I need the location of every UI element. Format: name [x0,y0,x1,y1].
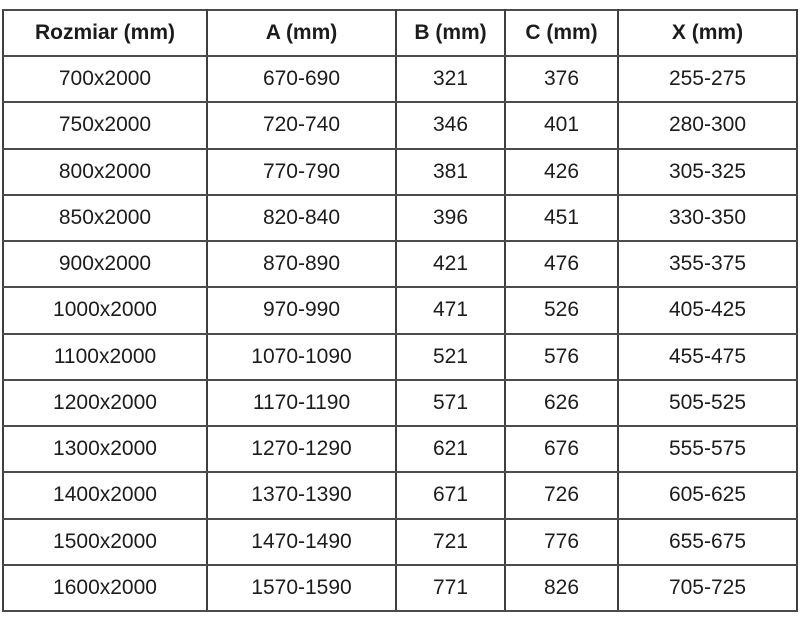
table-cell: 1170-1190 [206,378,397,428]
table-cell: 1570-1590 [206,563,397,613]
table-cell: 426 [504,147,619,196]
table-cell: 1200x2000 [2,378,208,428]
table-cell: 555-575 [617,424,798,474]
table-cell: 376 [504,54,619,104]
table-cell: 671 [395,471,506,520]
table-cell: 381 [395,147,506,196]
column-header: B (mm) [395,9,506,57]
table-cell: 850x2000 [2,193,208,243]
table-cell: 870-890 [206,239,397,289]
table-cell: 305-325 [617,147,798,196]
table-cell: 800x2000 [2,147,208,196]
table-row: 1500x2000 1470-1490 721 776 655-675 [2,517,798,566]
size-table-container: Rozmiar (mm) A (mm) B (mm) C (mm) X (mm) 700… [2,9,798,613]
column-header: X (mm) [617,9,798,57]
table-cell: 1370-1390 [206,471,397,520]
table-row: 850x2000 820-840 396 451 330-350 [2,193,798,243]
table-cell: 346 [395,101,506,150]
table-cell: 1270-1290 [206,424,397,474]
table-cell: 720-740 [206,101,397,150]
table-cell: 770-790 [206,147,397,196]
table-cell: 721 [395,517,506,566]
table-cell: 405-425 [617,286,798,335]
size-table: Rozmiar (mm) A (mm) B (mm) C (mm) X (mm) 700… [2,9,798,613]
table-cell: 1600x2000 [2,563,208,613]
table-cell: 605-625 [617,471,798,520]
header-row: Rozmiar (mm) A (mm) B (mm) C (mm) X (mm) [2,9,798,57]
table-cell: 505-525 [617,378,798,428]
table-cell: 676 [504,424,619,474]
table-cell: 355-375 [617,239,798,289]
column-header: A (mm) [206,9,397,57]
table-cell: 1470-1490 [206,517,397,566]
table-cell: 1400x2000 [2,471,208,520]
table-cell: 526 [504,286,619,335]
table-cell: 670-690 [206,54,397,104]
table-cell: 776 [504,517,619,566]
table-cell: 280-300 [617,101,798,150]
table-row: 1300x2000 1270-1290 621 676 555-575 [2,424,798,474]
column-header: Rozmiar (mm) [2,9,208,57]
table-cell: 621 [395,424,506,474]
table-cell: 451 [504,193,619,243]
table-cell: 750x2000 [2,101,208,150]
table-cell: 1300x2000 [2,424,208,474]
table-row: 750x2000 720-740 346 401 280-300 [2,101,798,150]
table-cell: 321 [395,54,506,104]
table-row: 1400x2000 1370-1390 671 726 605-625 [2,471,798,520]
table-cell: 1070-1090 [206,332,397,381]
table-cell: 626 [504,378,619,428]
table-cell: 1500x2000 [2,517,208,566]
table-row: 1000x2000 970-990 471 526 405-425 [2,286,798,335]
table-cell: 455-475 [617,332,798,381]
table-cell: 970-990 [206,286,397,335]
table-cell: 820-840 [206,193,397,243]
table-row: 1200x2000 1170-1190 571 626 505-525 [2,378,798,428]
table-cell: 255-275 [617,54,798,104]
table-cell: 476 [504,239,619,289]
table-cell: 471 [395,286,506,335]
table-cell: 396 [395,193,506,243]
table-cell: 700x2000 [2,54,208,104]
table-cell: 576 [504,332,619,381]
table-row: 800x2000 770-790 381 426 305-325 [2,147,798,196]
table-row: 1600x2000 1570-1590 771 826 705-725 [2,563,798,613]
table-cell: 401 [504,101,619,150]
table-row: 700x2000 670-690 321 376 255-275 [2,54,798,104]
table-cell: 726 [504,471,619,520]
table-cell: 330-350 [617,193,798,243]
column-header: C (mm) [504,9,619,57]
table-cell: 521 [395,332,506,381]
table-row: 1100x2000 1070-1090 521 576 455-475 [2,332,798,381]
table-body: 700x2000 670-690 321 376 255-275 750x2000 720-… [2,54,798,613]
table-row: 900x2000 870-890 421 476 355-375 [2,239,798,289]
table-cell: 1000x2000 [2,286,208,335]
table-cell: 705-725 [617,563,798,613]
table-cell: 900x2000 [2,239,208,289]
table-cell: 771 [395,563,506,613]
table-cell: 655-675 [617,517,798,566]
table-cell: 571 [395,378,506,428]
table-cell: 1100x2000 [2,332,208,381]
table-cell: 826 [504,563,619,613]
table-cell: 421 [395,239,506,289]
